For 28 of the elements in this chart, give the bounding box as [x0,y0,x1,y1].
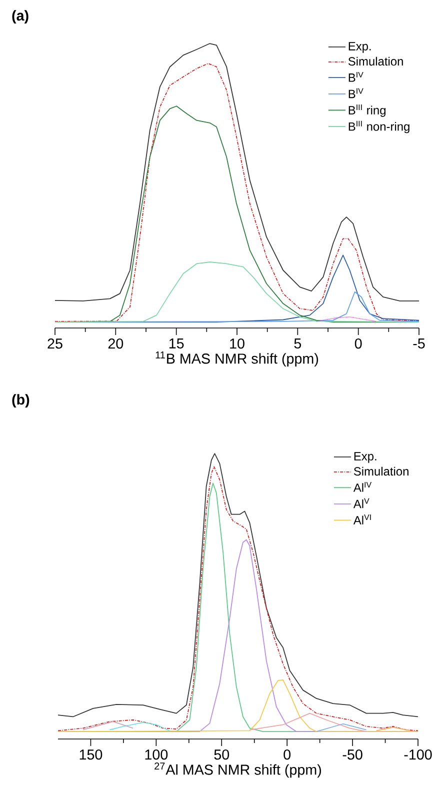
legend-label: Simulation [354,466,408,476]
x-tick-label: 0 [354,338,362,349]
x-tick-label: 15 [169,338,184,349]
x-tick-label: 100 [145,750,168,760]
legend-label: Al$^{VI}$ [353,514,371,524]
legend-label: Simulation [348,56,403,66]
x-axis-title: $^{11}$B MAS NMR shift (ppm) [156,352,318,367]
legend-label: Exp. [348,42,371,53]
legend-label: B$^{IV}$ [348,88,364,98]
x-tick-label: 10 [230,338,244,349]
legend-label: B$^{III}$ non-ring [348,120,410,134]
x-tick-label: -100 [404,750,432,760]
x-tick-label: 150 [80,750,102,760]
x-axis-title: $^{27}$Al MAS NMR shift (ppm) [154,762,321,778]
legend-label: Al$^{V}$ [353,498,370,508]
chart-title: (b) [12,394,30,408]
x-tick-label: 5 [294,338,302,349]
x-tick-label: -5 [413,338,425,349]
legend-label: B$^{III}$ ring [348,104,386,117]
legend-label: Al$^{IV}$ [353,482,372,492]
legend-label: Exp. [354,452,376,463]
x-tick-label: 50 [214,750,230,760]
x-tick-label: 25 [48,338,62,349]
x-tick-label: 0 [284,750,291,760]
chart-title: (a) [12,10,28,24]
x-tick-label: 20 [108,338,124,349]
legend-label: B$^{IV}$ [348,72,364,82]
x-tick-label: -50 [342,750,362,760]
